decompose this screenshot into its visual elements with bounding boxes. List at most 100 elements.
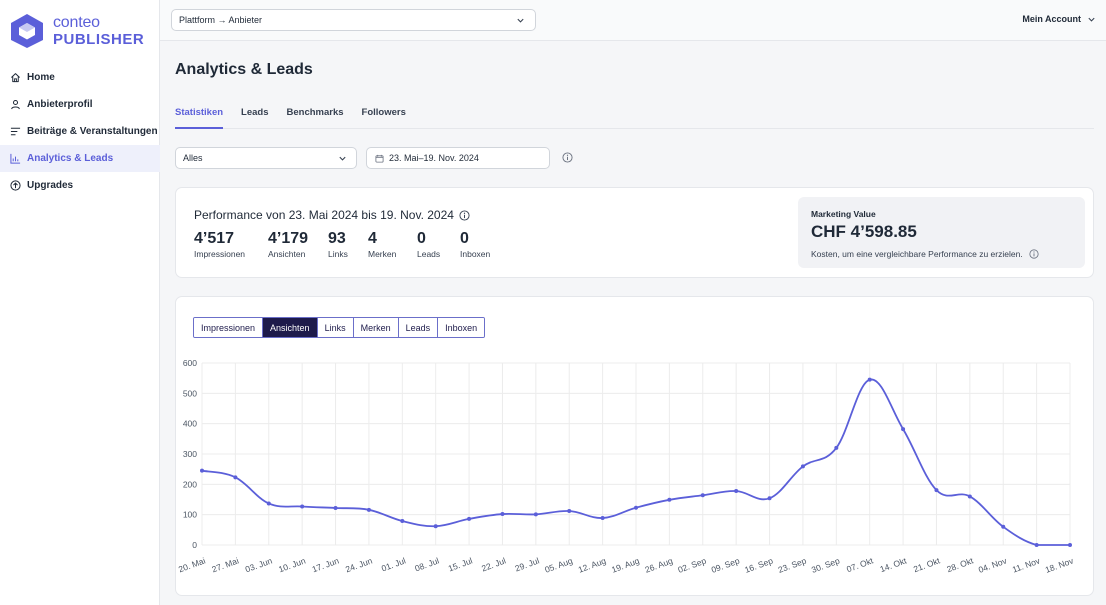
data-point (200, 468, 204, 473)
info-icon[interactable] (459, 209, 470, 221)
metric-value: 0 (460, 230, 469, 247)
data-point (266, 501, 271, 506)
tab-statistiken[interactable]: Statistiken (175, 103, 224, 129)
x-tick-label: 28. Okt (945, 555, 975, 574)
x-tick-label: 01. Jul (380, 555, 407, 573)
sidebar: conteo PUBLISHER Home Anbieterprofil Bei… (0, 0, 160, 605)
sidebar-item-upgrades[interactable]: Upgrades (0, 172, 160, 199)
data-point (700, 493, 705, 498)
scope-select[interactable]: Alles (175, 147, 357, 169)
metric-label: Links (328, 249, 348, 259)
x-tick-label: 07. Okt (845, 555, 875, 574)
metric-value: 93 (328, 230, 346, 247)
tab-benchmarks[interactable]: Benchmarks (286, 107, 344, 118)
toggle-inboxen[interactable]: Inboxen (438, 318, 485, 337)
y-tick-label: 600 (183, 358, 197, 368)
data-point (734, 489, 739, 494)
page-title: Analytics & Leads (175, 61, 313, 78)
metric-label: Impressionen (194, 249, 246, 259)
tab-followers[interactable]: Followers (361, 107, 406, 118)
toggle-ansichten[interactable]: Ansichten (263, 318, 318, 337)
x-tick-label: 23. Sep (777, 555, 808, 575)
sidebar-item-label: Beiträge & Veranstaltungen (27, 126, 158, 137)
x-tick-label: 27. Mai (210, 555, 240, 574)
y-tick-label: 200 (183, 479, 197, 489)
home-icon (10, 72, 21, 83)
y-tick-label: 500 (183, 388, 197, 398)
x-tick-label: 19. Aug (610, 555, 641, 574)
user-icon (10, 99, 21, 110)
metric-inboxen: 0 Inboxen (460, 230, 490, 259)
sidebar-item-beitraege[interactable]: Beiträge & Veranstaltungen (0, 118, 160, 145)
x-tick-label: 24. Jun (344, 555, 374, 574)
x-tick-label: 03. Jun (244, 555, 274, 574)
data-point (800, 464, 805, 469)
marketing-value-amount: CHF 4’598.85 (811, 222, 917, 241)
data-point (767, 496, 772, 501)
sidebar-item-label: Home (27, 72, 55, 83)
metric-leads: 0 Leads (417, 230, 440, 259)
marketing-value-title: Marketing Value (811, 209, 876, 219)
metric-label: Merken (368, 249, 397, 259)
chart-icon (10, 153, 21, 164)
line-chart: 600 500 400 300 200 100 0 20. Mai 27. Mai 03. Jun… (177, 358, 1075, 575)
tab-bar: Statistiken Leads Benchmarks Followers (175, 103, 1094, 129)
sidebar-item-label: Upgrades (27, 180, 74, 191)
x-tick-label: 20. Mai (177, 555, 207, 574)
x-tick-label: 14. Okt (879, 555, 909, 574)
x-tick-label: 16. Sep (743, 555, 774, 575)
chevron-down-icon (517, 18, 524, 23)
data-point (366, 507, 371, 512)
logo[interactable]: conteo PUBLISHER (10, 13, 144, 49)
topbar: Plattform → Anbieter Mein Account (160, 0, 1106, 41)
sidebar-item-analytics[interactable]: Analytics & Leads (0, 145, 160, 172)
marketing-value-description-text: Kosten, um eine vergleichbare Performanc… (811, 249, 1023, 259)
data-point (667, 497, 672, 502)
chart-card: Impressionen Ansichten Links Merken Lead… (175, 296, 1094, 596)
info-icon[interactable] (562, 152, 573, 163)
performance-card: Performance von 23. Mai 2024 bis 19. Nov… (175, 187, 1094, 278)
tab-leads[interactable]: Leads (241, 107, 269, 118)
metric-value: 4 (368, 230, 377, 247)
sidebar-item-anbieterprofil[interactable]: Anbieterprofil (0, 91, 160, 118)
x-tick-label: 09. Sep (710, 555, 741, 575)
sidebar-item-home[interactable]: Home (0, 64, 160, 91)
metric-toggle-group: Impressionen Ansichten Links Merken Lead… (193, 317, 486, 338)
metric-ansichten: 4’179 Ansichten (268, 230, 308, 259)
performance-title-text: Performance von 23. Mai 2024 bis 19. Nov… (194, 208, 454, 222)
account-menu[interactable]: Mein Account (1022, 14, 1096, 24)
x-tick-label: 12. Aug (577, 555, 608, 574)
metric-links: 93 Links (328, 230, 348, 259)
data-point (433, 524, 438, 529)
chevron-down-icon (339, 156, 346, 161)
toggle-leads[interactable]: Leads (398, 318, 439, 337)
date-range-input[interactable]: 23. Mai–19. Nov. 2024 (366, 147, 550, 169)
metric-label: Inboxen (460, 249, 491, 259)
x-tick-label: 30. Sep (810, 555, 841, 575)
x-tick-label: 21. Okt (912, 555, 942, 574)
metric-value: 4’517 (194, 230, 235, 247)
data-point (834, 445, 839, 450)
data-point (467, 516, 472, 521)
toggle-links[interactable]: Links (317, 318, 354, 337)
metric-value: 4’179 (268, 230, 309, 247)
account-label: Mein Account (1022, 14, 1081, 24)
x-tick-label: 05. Aug (543, 555, 574, 574)
data-point (300, 504, 305, 509)
x-tick-label: 26. Aug (644, 555, 675, 574)
y-tick-label: 300 (183, 449, 197, 459)
info-icon[interactable] (1029, 249, 1039, 259)
platform-select[interactable]: Plattform → Anbieter (171, 9, 536, 31)
data-point (533, 512, 538, 517)
x-tick-label: 15. Jul (447, 555, 474, 573)
metric-label: Leads (417, 249, 441, 259)
date-range-value: 23. Mai–19. Nov. 2024 (389, 153, 479, 163)
toggle-impressionen[interactable]: Impressionen (194, 318, 264, 337)
toggle-merken[interactable]: Merken (353, 318, 399, 337)
scope-select-value: Alles (183, 153, 203, 163)
data-point (567, 509, 572, 514)
performance-title: Performance von 23. Mai 2024 bis 19. Nov… (194, 208, 470, 222)
x-tick-label: 11. Nov (1011, 555, 1042, 574)
logo-mark-icon (11, 14, 43, 48)
data-point (967, 494, 972, 499)
